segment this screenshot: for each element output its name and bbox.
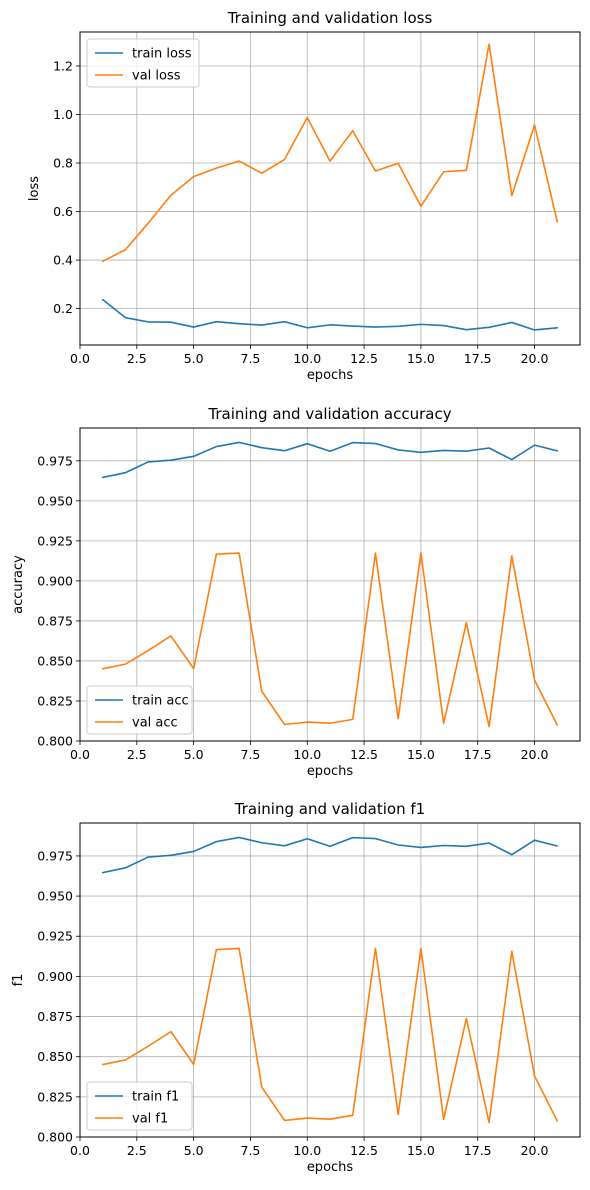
legend-entry: val acc — [132, 716, 178, 731]
y-axis-label: loss — [27, 176, 42, 201]
legend-entry: train acc — [132, 694, 189, 709]
series-line-train-f1 — [101, 836, 559, 874]
y-tick-label: 0.950 — [37, 493, 73, 508]
y-tick-label: 0.975 — [37, 453, 73, 468]
x-tick-label: 10.0 — [293, 351, 321, 366]
x-tick-label: 2.5 — [127, 747, 147, 762]
x-tick-label: 7.5 — [241, 747, 261, 762]
x-tick-label: 2.5 — [127, 1143, 147, 1158]
chart-3: 0.0 2.5 5.0 7.5 10.0 12.5 15.0 17.5 20.0 0.800 0.8… — [11, 800, 581, 1175]
x-tick-label: 7.5 — [241, 1143, 261, 1158]
y-tick-label: 0.975 — [37, 848, 73, 863]
legend-entry: train loss — [132, 47, 192, 62]
y-tick-label: 0.875 — [37, 613, 73, 628]
x-axis-label: epochs — [307, 764, 354, 779]
y-axis-label: accuracy — [11, 555, 26, 614]
series-line-train-loss — [101, 298, 559, 331]
chart-title: Training and validation f1 — [234, 800, 425, 818]
series-line-val-loss — [101, 43, 559, 263]
y-tick-label: 0.850 — [37, 1049, 73, 1064]
y-tick-label: 0.875 — [37, 1009, 73, 1024]
legend-entry: val loss — [132, 69, 181, 84]
x-tick-label: 5.0 — [184, 351, 204, 366]
x-tick-label: 17.5 — [464, 1143, 492, 1158]
y-tick-label: 0.825 — [37, 693, 73, 708]
x-tick-label: 12.5 — [350, 747, 378, 762]
series-line-val-acc — [101, 552, 559, 728]
legend: train loss val loss — [86, 38, 200, 88]
legend-entry: train f1 — [132, 1090, 179, 1105]
x-tick-label: 0.0 — [70, 747, 90, 762]
x-tick-label: 2.5 — [127, 351, 147, 366]
y-tick-label: 0.925 — [37, 929, 73, 944]
chart-1: 0.0 2.5 5.0 7.5 10.0 12.5 15.0 17.5 20.0 0.2 0.4 0.… — [27, 9, 581, 383]
legend: train f1 val f1 — [86, 1081, 193, 1131]
y-axis-label: f1 — [11, 974, 26, 987]
series-line-train-acc — [101, 441, 559, 479]
y-tick-label: 0.850 — [37, 653, 73, 668]
y-tick-label: 0.900 — [37, 573, 73, 588]
series-line-val-f1 — [101, 947, 559, 1124]
x-tick-label: 17.5 — [464, 351, 492, 366]
legend-entry: val f1 — [132, 1112, 168, 1127]
y-tick-label: 0.800 — [37, 734, 73, 749]
x-tick-label: 17.5 — [464, 747, 492, 762]
y-tick-label: 0.2 — [53, 301, 73, 316]
axes-frame — [79, 822, 581, 1138]
x-tick-label: 15.0 — [407, 351, 435, 366]
y-tick-label: 0.4 — [53, 253, 73, 268]
axes-frame — [79, 427, 581, 742]
y-tick-label: 1.2 — [53, 58, 73, 73]
x-tick-label: 15.0 — [407, 747, 435, 762]
chart-title: Training and validation loss — [227, 9, 433, 27]
x-tick-label: 5.0 — [184, 747, 204, 762]
x-tick-label: 15.0 — [407, 1143, 435, 1158]
x-tick-label: 5.0 — [184, 1143, 204, 1158]
x-tick-label: 20.0 — [521, 747, 549, 762]
x-tick-label: 12.5 — [350, 1143, 378, 1158]
chart-2: 0.0 2.5 5.0 7.5 10.0 12.5 15.0 17.5 20.0 0.800 0.8… — [11, 405, 581, 779]
x-tick-label: 0.0 — [70, 351, 90, 366]
x-tick-label: 20.0 — [521, 1143, 549, 1158]
x-tick-label: 7.5 — [241, 351, 261, 366]
y-tick-label: 1.0 — [53, 107, 73, 122]
x-tick-label: 20.0 — [521, 351, 549, 366]
y-tick-label: 0.8 — [53, 156, 73, 171]
y-tick-label: 0.6 — [53, 204, 73, 219]
chart-title: Training and validation accuracy — [207, 405, 451, 423]
x-axis-label: epochs — [307, 368, 354, 383]
axes-frame — [79, 31, 581, 346]
y-tick-label: 0.900 — [37, 969, 73, 984]
y-tick-label: 0.825 — [37, 1089, 73, 1104]
y-tick-label: 0.925 — [37, 533, 73, 548]
x-axis-label: epochs — [307, 1160, 354, 1175]
legend: train acc val acc — [86, 685, 193, 735]
y-tick-label: 0.800 — [37, 1130, 73, 1145]
x-tick-label: 0.0 — [70, 1143, 90, 1158]
x-tick-label: 10.0 — [293, 1143, 321, 1158]
x-tick-label: 10.0 — [293, 747, 321, 762]
x-tick-label: 12.5 — [350, 351, 378, 366]
y-tick-label: 0.950 — [37, 889, 73, 904]
